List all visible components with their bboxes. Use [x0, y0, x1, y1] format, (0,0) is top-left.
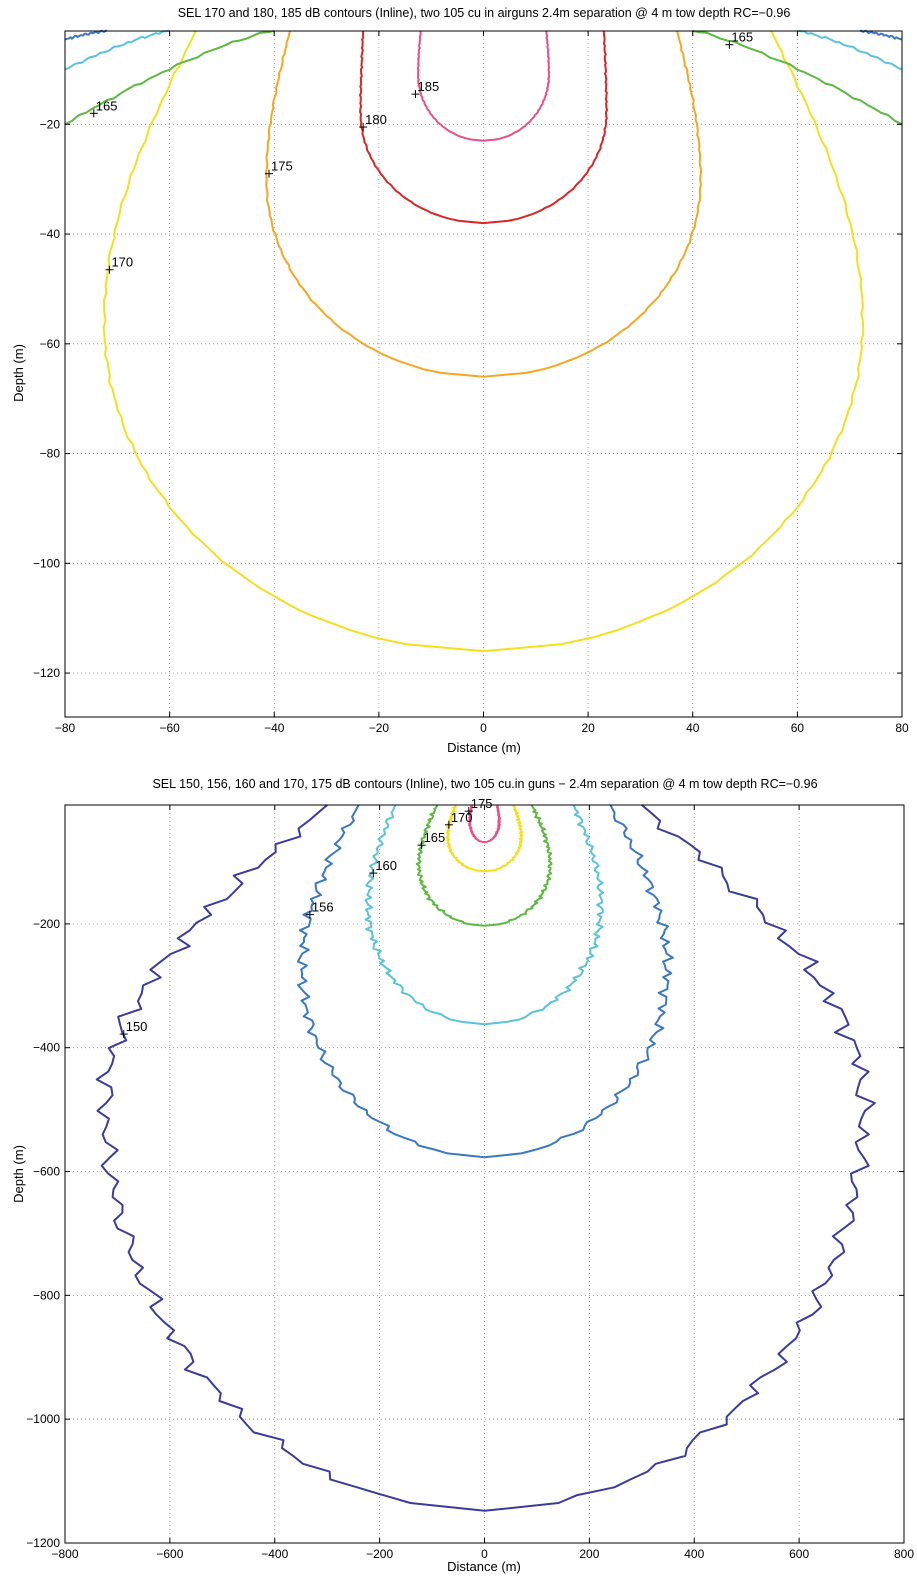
x-tick-label: 80 — [895, 721, 909, 735]
y-tick-label: −80 — [40, 447, 61, 461]
contour-label: 170 — [451, 810, 473, 825]
y-tick-label: −200 — [33, 917, 60, 931]
contour-175-line — [264, 30, 703, 378]
y-tick-label: −40 — [40, 227, 61, 241]
x-tick-label: 600 — [789, 1547, 809, 1561]
contour-185-line — [416, 30, 551, 142]
x-tick-label: 40 — [686, 721, 700, 735]
contour-156-line — [64, 29, 903, 41]
x-tick-label: 400 — [684, 1547, 704, 1561]
contour-160-line — [364, 804, 604, 1026]
x-tick-label: −60 — [159, 721, 180, 735]
contour-label: 175 — [471, 796, 493, 811]
contour-180-line — [359, 30, 609, 225]
chart-title: SEL 170 and 180, 185 dB contours (Inline… — [178, 6, 791, 20]
axis-ticks: −800 −600 −400 −200 0 200 400 600 800 −200 −400 −60… — [26, 805, 914, 1561]
contour-160-line — [64, 30, 903, 71]
x-tick-label: 60 — [791, 721, 805, 735]
y-tick-label: −1200 — [26, 1536, 60, 1550]
plot-frame — [64, 30, 903, 718]
x-tick-label: −800 — [51, 1547, 78, 1561]
contour-label: 175 — [271, 159, 293, 174]
contour-156-line — [296, 804, 674, 1159]
y-tick-label: −60 — [40, 337, 61, 351]
contour-label: 165 — [424, 830, 446, 845]
chart-grid — [65, 31, 902, 717]
y-tick-label: −400 — [33, 1041, 60, 1055]
x-axis-label: Distance (m) — [447, 740, 521, 755]
x-tick-label: −400 — [261, 1547, 288, 1561]
x-axis-label: Distance (m) — [447, 1559, 521, 1574]
chart-grid — [65, 805, 904, 1543]
contour-label: 185 — [417, 79, 439, 94]
contour-label: 170 — [111, 255, 133, 270]
contour-label: 160 — [375, 858, 397, 873]
contour-lines — [64, 29, 903, 653]
x-tick-label: 200 — [579, 1547, 599, 1561]
y-tick-label: −120 — [33, 666, 60, 680]
axis-ticks: −80 −60 −40 −20 0 20 40 60 80 −20 −40 −60 −80 −100 −12… — [33, 31, 909, 735]
x-tick-label: 0 — [481, 1547, 488, 1561]
x-tick-label: 20 — [581, 721, 595, 735]
y-axis-label: Depth (m) — [11, 1145, 26, 1203]
y-tick-label: −600 — [33, 1165, 60, 1179]
contour-label: 156 — [312, 900, 334, 915]
x-tick-label: −20 — [369, 721, 390, 735]
contour-label: 150 — [126, 1019, 148, 1034]
chart-title: SEL 150, 156, 160 and 170, 175 dB contou… — [152, 777, 817, 791]
x-tick-label: 0 — [480, 721, 487, 735]
contour-label: 165 — [731, 30, 753, 45]
x-tick-label: −600 — [156, 1547, 183, 1561]
x-tick-label: 800 — [894, 1547, 914, 1561]
chart-bottom: SEL 150, 156, 160 and 170, 175 dB contou… — [11, 777, 914, 1574]
y-axis-label: Depth (m) — [11, 344, 26, 402]
x-tick-label: −40 — [264, 721, 285, 735]
x-tick-label: −80 — [55, 721, 76, 735]
y-tick-label: −20 — [40, 117, 61, 131]
contour-165-line — [64, 30, 903, 126]
contour-label: 165 — [96, 98, 118, 113]
contour-labels: 185 180 175 170 165 165 — [89, 30, 753, 274]
x-tick-label: −200 — [366, 1547, 393, 1561]
contour-150-line — [95, 804, 876, 1512]
chart-top: SEL 170 and 180, 185 dB contours (Inline… — [11, 6, 909, 755]
y-tick-label: −100 — [33, 556, 60, 570]
contour-170-line — [102, 30, 865, 653]
y-tick-label: −800 — [33, 1288, 60, 1302]
contour-lines — [95, 804, 876, 1512]
contour-175-line — [468, 804, 501, 844]
contour-label: 180 — [365, 112, 387, 127]
contour-170-line — [445, 804, 524, 873]
y-tick-label: −1000 — [26, 1412, 60, 1426]
